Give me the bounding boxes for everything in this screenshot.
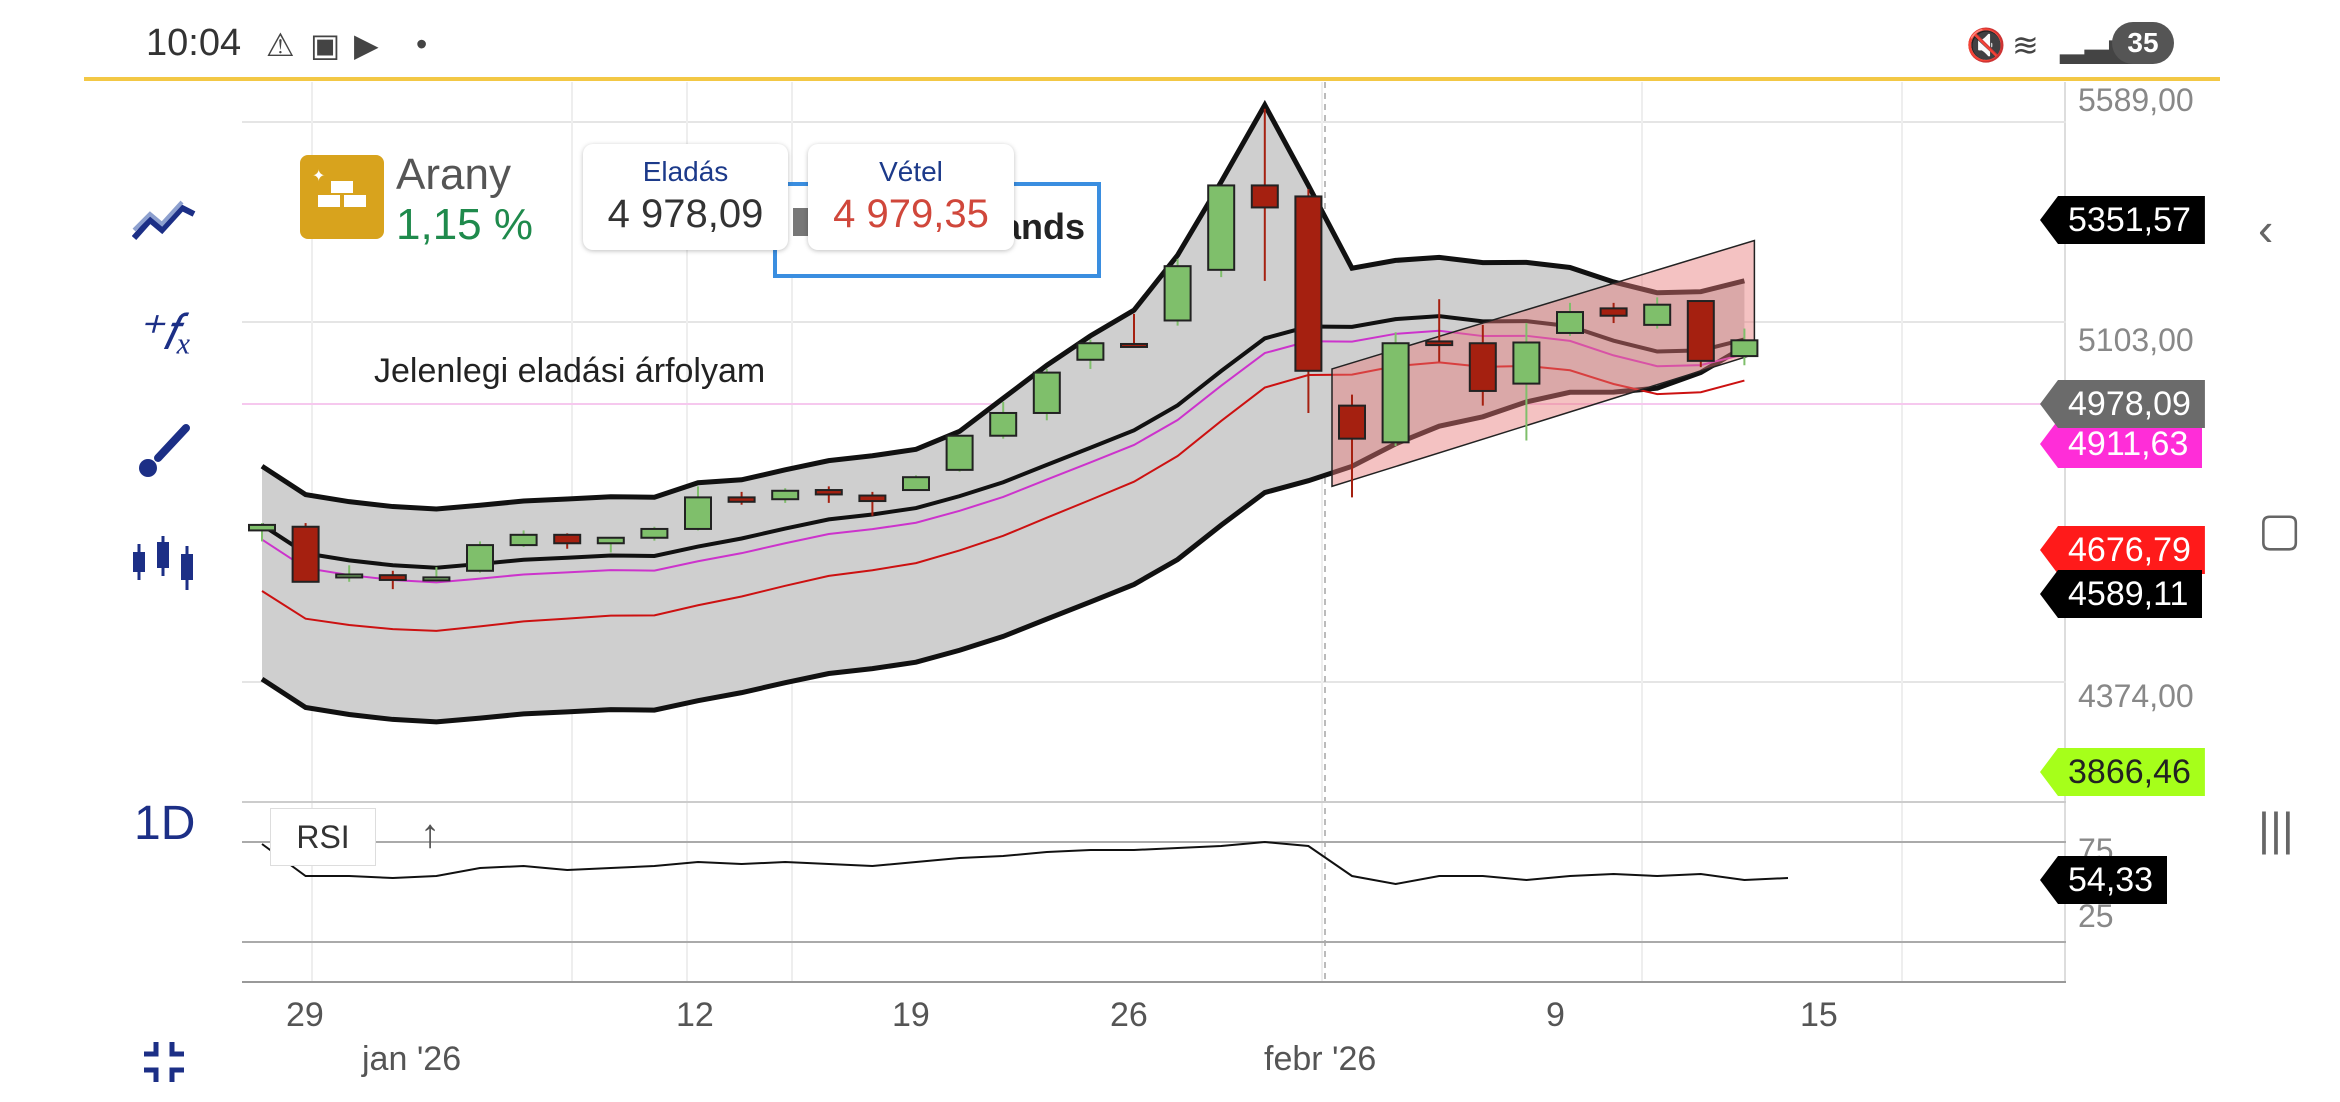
indicator-name: ands <box>1000 206 1085 247</box>
x-axis-day: 26 <box>1110 996 1148 1034</box>
candle-body <box>989 411 1018 437</box>
rsi-line <box>261 840 1789 886</box>
candles-icon[interactable] <box>124 522 204 602</box>
buy-value: 4 979,35 <box>833 192 989 236</box>
rsi-value-tag: 54,33 <box>2040 856 2168 904</box>
candle-body <box>771 489 800 501</box>
y-axis-label: 5103,00 <box>2078 322 2194 358</box>
candle-body <box>1294 195 1323 372</box>
candle-body <box>1686 300 1715 362</box>
candle-body <box>1120 342 1148 348</box>
candle-body <box>814 489 843 496</box>
candle-body <box>335 573 364 579</box>
candle-body <box>1425 340 1454 347</box>
left-toolbar: ⁺𝑓ₓ <box>84 82 242 1082</box>
x-axis-day: 9 <box>1546 996 1565 1034</box>
price-chart[interactable] <box>242 82 2066 1080</box>
battery-indicator: 35 <box>2112 22 2174 64</box>
y-axis-label: 5589,00 <box>2078 82 2194 118</box>
x-axis-day: 12 <box>676 996 714 1034</box>
price-tag-low: 3866,46 <box>2040 748 2205 796</box>
candle-body <box>1032 371 1061 414</box>
candle-body <box>1730 339 1759 358</box>
android-nav-bar: ‹ ▢ ||| <box>2220 82 2340 1080</box>
rsi-expand-arrow-icon[interactable]: ↑ <box>420 812 440 856</box>
rsi-button[interactable]: RSI <box>270 808 376 866</box>
dot-icon: • <box>416 26 428 62</box>
middle-band-line <box>260 314 1745 570</box>
candle-body <box>640 527 669 539</box>
candle-body <box>378 574 407 581</box>
candle-body <box>553 533 582 545</box>
x-axis-month: jan '26 <box>362 1040 462 1078</box>
x-axis-day: 19 <box>892 996 930 1034</box>
drawing-brush-icon[interactable] <box>124 412 204 492</box>
current-sell-rate-label: Jelenlegi eladási árfolyam <box>374 352 766 390</box>
sell-label: Eladás <box>642 156 729 187</box>
candle-body <box>1599 307 1628 317</box>
recents-icon[interactable]: ||| <box>2258 803 2294 855</box>
candle-body <box>509 533 538 547</box>
screenshot-icon: ▣ <box>310 27 341 63</box>
upper-band-line <box>260 99 1746 512</box>
candle-body <box>596 536 625 545</box>
price-tag-lower-band: 4589,11 <box>2040 570 2203 618</box>
price-tag-current: 4978,09 <box>2040 380 2205 428</box>
price-tag-upper-band: 5351,57 <box>2040 196 2205 244</box>
chart-type-icon[interactable] <box>124 182 204 262</box>
gold-bars-icon: ✦ <box>300 155 384 239</box>
status-clock: 10:04 <box>146 22 242 64</box>
candle-body <box>684 496 712 530</box>
buy-label: Vétel <box>879 156 943 187</box>
home-icon[interactable]: ▢ <box>2258 503 2302 555</box>
candle-body <box>1556 311 1584 334</box>
back-icon[interactable]: ‹ <box>2258 203 2274 255</box>
candle-body <box>1207 184 1236 271</box>
candle-body <box>248 523 276 532</box>
candle-body <box>466 544 494 572</box>
youtube-icon: ▶ <box>354 27 379 63</box>
mute-icon: 🔇 <box>1966 27 2006 63</box>
y-axis-label: 4374,00 <box>2078 678 2194 714</box>
timeframe-button[interactable]: 1D <box>134 797 196 850</box>
notification-icon: ⚠ <box>266 27 295 63</box>
candle-body <box>291 525 320 583</box>
sell-value: 4 978,09 <box>607 192 764 236</box>
collapse-icon[interactable] <box>124 1022 204 1102</box>
rsi-level-25: 25 <box>2078 898 2114 934</box>
candle-body <box>1643 303 1672 326</box>
status-bar: 10:04 ⚠ ▣ ▶ • 🔇 ≋ ▂▃▅ 35 <box>0 0 2340 80</box>
lower-band-line <box>260 344 1746 725</box>
magenta-ma-line <box>261 329 1745 584</box>
x-axis-day: 29 <box>286 996 324 1034</box>
buy-quote-button[interactable]: Vétel 4 979,35 <box>808 144 1014 250</box>
x-axis-day: 15 <box>1800 996 1838 1034</box>
instrument-change: 1,15 % <box>396 200 533 249</box>
top-accent-line <box>84 77 2220 81</box>
candle-body <box>727 496 756 503</box>
red-ma-line <box>261 361 1745 632</box>
candle-body <box>1512 341 1541 385</box>
candle-body <box>1076 342 1105 361</box>
candle-body <box>945 434 974 471</box>
candle-body <box>902 476 930 492</box>
candle-body <box>1163 265 1192 322</box>
instrument-name: Arany <box>396 150 511 199</box>
candle-body <box>422 576 451 582</box>
wifi-icon: ≋ <box>2012 27 2039 63</box>
svg-text:✦: ✦ <box>312 168 325 185</box>
candle-body <box>858 494 887 503</box>
candle-body <box>1468 342 1497 392</box>
price-tag-magenta-ma: 4911,63 <box>2040 420 2203 468</box>
x-axis-month: febr '26 <box>1264 1040 1377 1078</box>
price-tag-red-ma: 4676,79 <box>2040 526 2205 574</box>
candle-body <box>1381 342 1410 444</box>
indicators-fx-icon[interactable]: ⁺𝑓ₓ <box>135 303 193 360</box>
candle-body <box>1338 404 1366 440</box>
candle-body <box>1250 184 1279 209</box>
sell-quote-button[interactable]: Eladás 4 978,09 <box>583 144 788 250</box>
